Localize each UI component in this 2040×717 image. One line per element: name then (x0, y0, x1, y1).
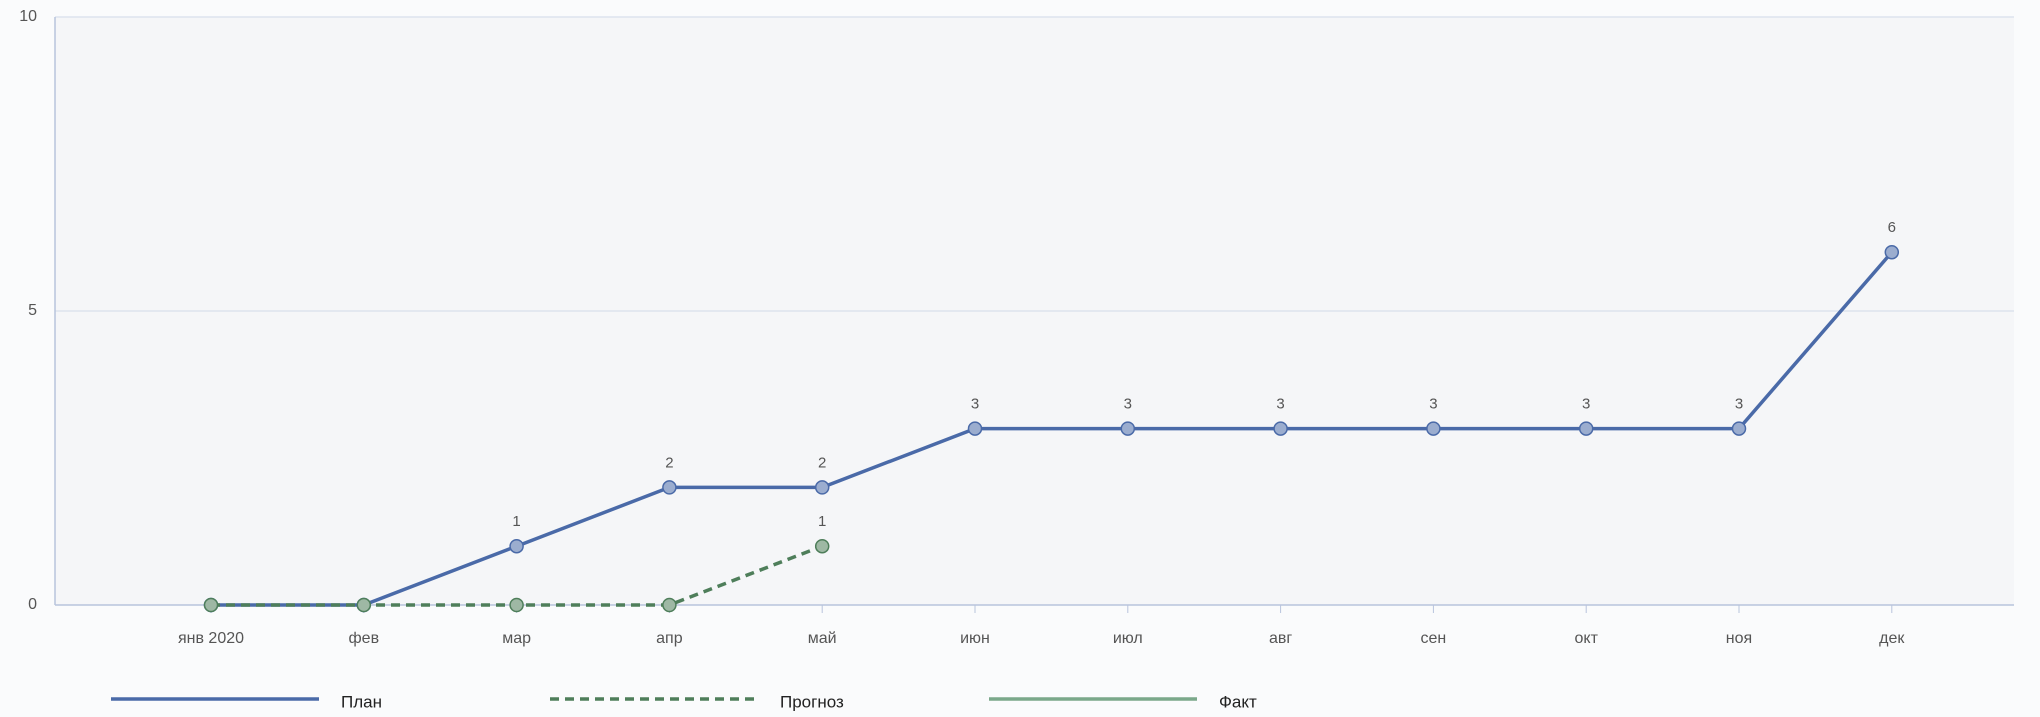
x-tick-label: июл (1113, 630, 1143, 647)
y-tick-label: 10 (19, 8, 37, 25)
legend-label: Факт (1219, 692, 1257, 711)
point (203, 597, 219, 613)
data-label: 3 (1124, 396, 1132, 413)
data-label: 1 (512, 513, 520, 530)
y-tick-label: 5 (28, 302, 37, 319)
data-label: 3 (1429, 396, 1437, 413)
x-tick-label: фев (349, 630, 380, 647)
data-label: 2 (818, 454, 826, 471)
point (1426, 421, 1441, 436)
point (1273, 421, 1288, 436)
point (814, 480, 830, 495)
point (967, 421, 983, 436)
data-label: 3 (1735, 396, 1743, 413)
x-tick-label: янв 2020 (178, 630, 244, 647)
point (1731, 421, 1747, 436)
legend-label: План (341, 692, 382, 711)
data-label: 3 (1582, 396, 1590, 413)
x-tick-label: мар (502, 630, 531, 647)
point (662, 597, 677, 613)
x-tick-label: июн (960, 630, 990, 647)
y-tick-label: 0 (28, 596, 37, 613)
point (509, 538, 524, 554)
point (509, 597, 524, 613)
x-tick-label: май (808, 630, 837, 647)
x-tick-label: ноя (1726, 630, 1752, 647)
data-label: 3 (1276, 396, 1284, 413)
legend-label: Прогноз (780, 692, 844, 711)
x-tick-label: апр (656, 630, 683, 647)
data-label: 3 (971, 396, 979, 413)
point (814, 538, 830, 554)
point (1578, 421, 1594, 436)
x-tick-label: дек (1879, 630, 1905, 647)
point (662, 480, 677, 495)
series-line (211, 251, 1894, 607)
point (1120, 421, 1136, 436)
point (356, 597, 372, 613)
data-label: 2 (665, 454, 673, 471)
point (1884, 244, 1900, 260)
x-tick-label: авг (1269, 630, 1292, 647)
x-tick-label: сен (1421, 630, 1447, 647)
x-tick-label: окт (1574, 630, 1598, 647)
data-label: 1 (818, 513, 826, 530)
data-label: 6 (1888, 219, 1896, 236)
